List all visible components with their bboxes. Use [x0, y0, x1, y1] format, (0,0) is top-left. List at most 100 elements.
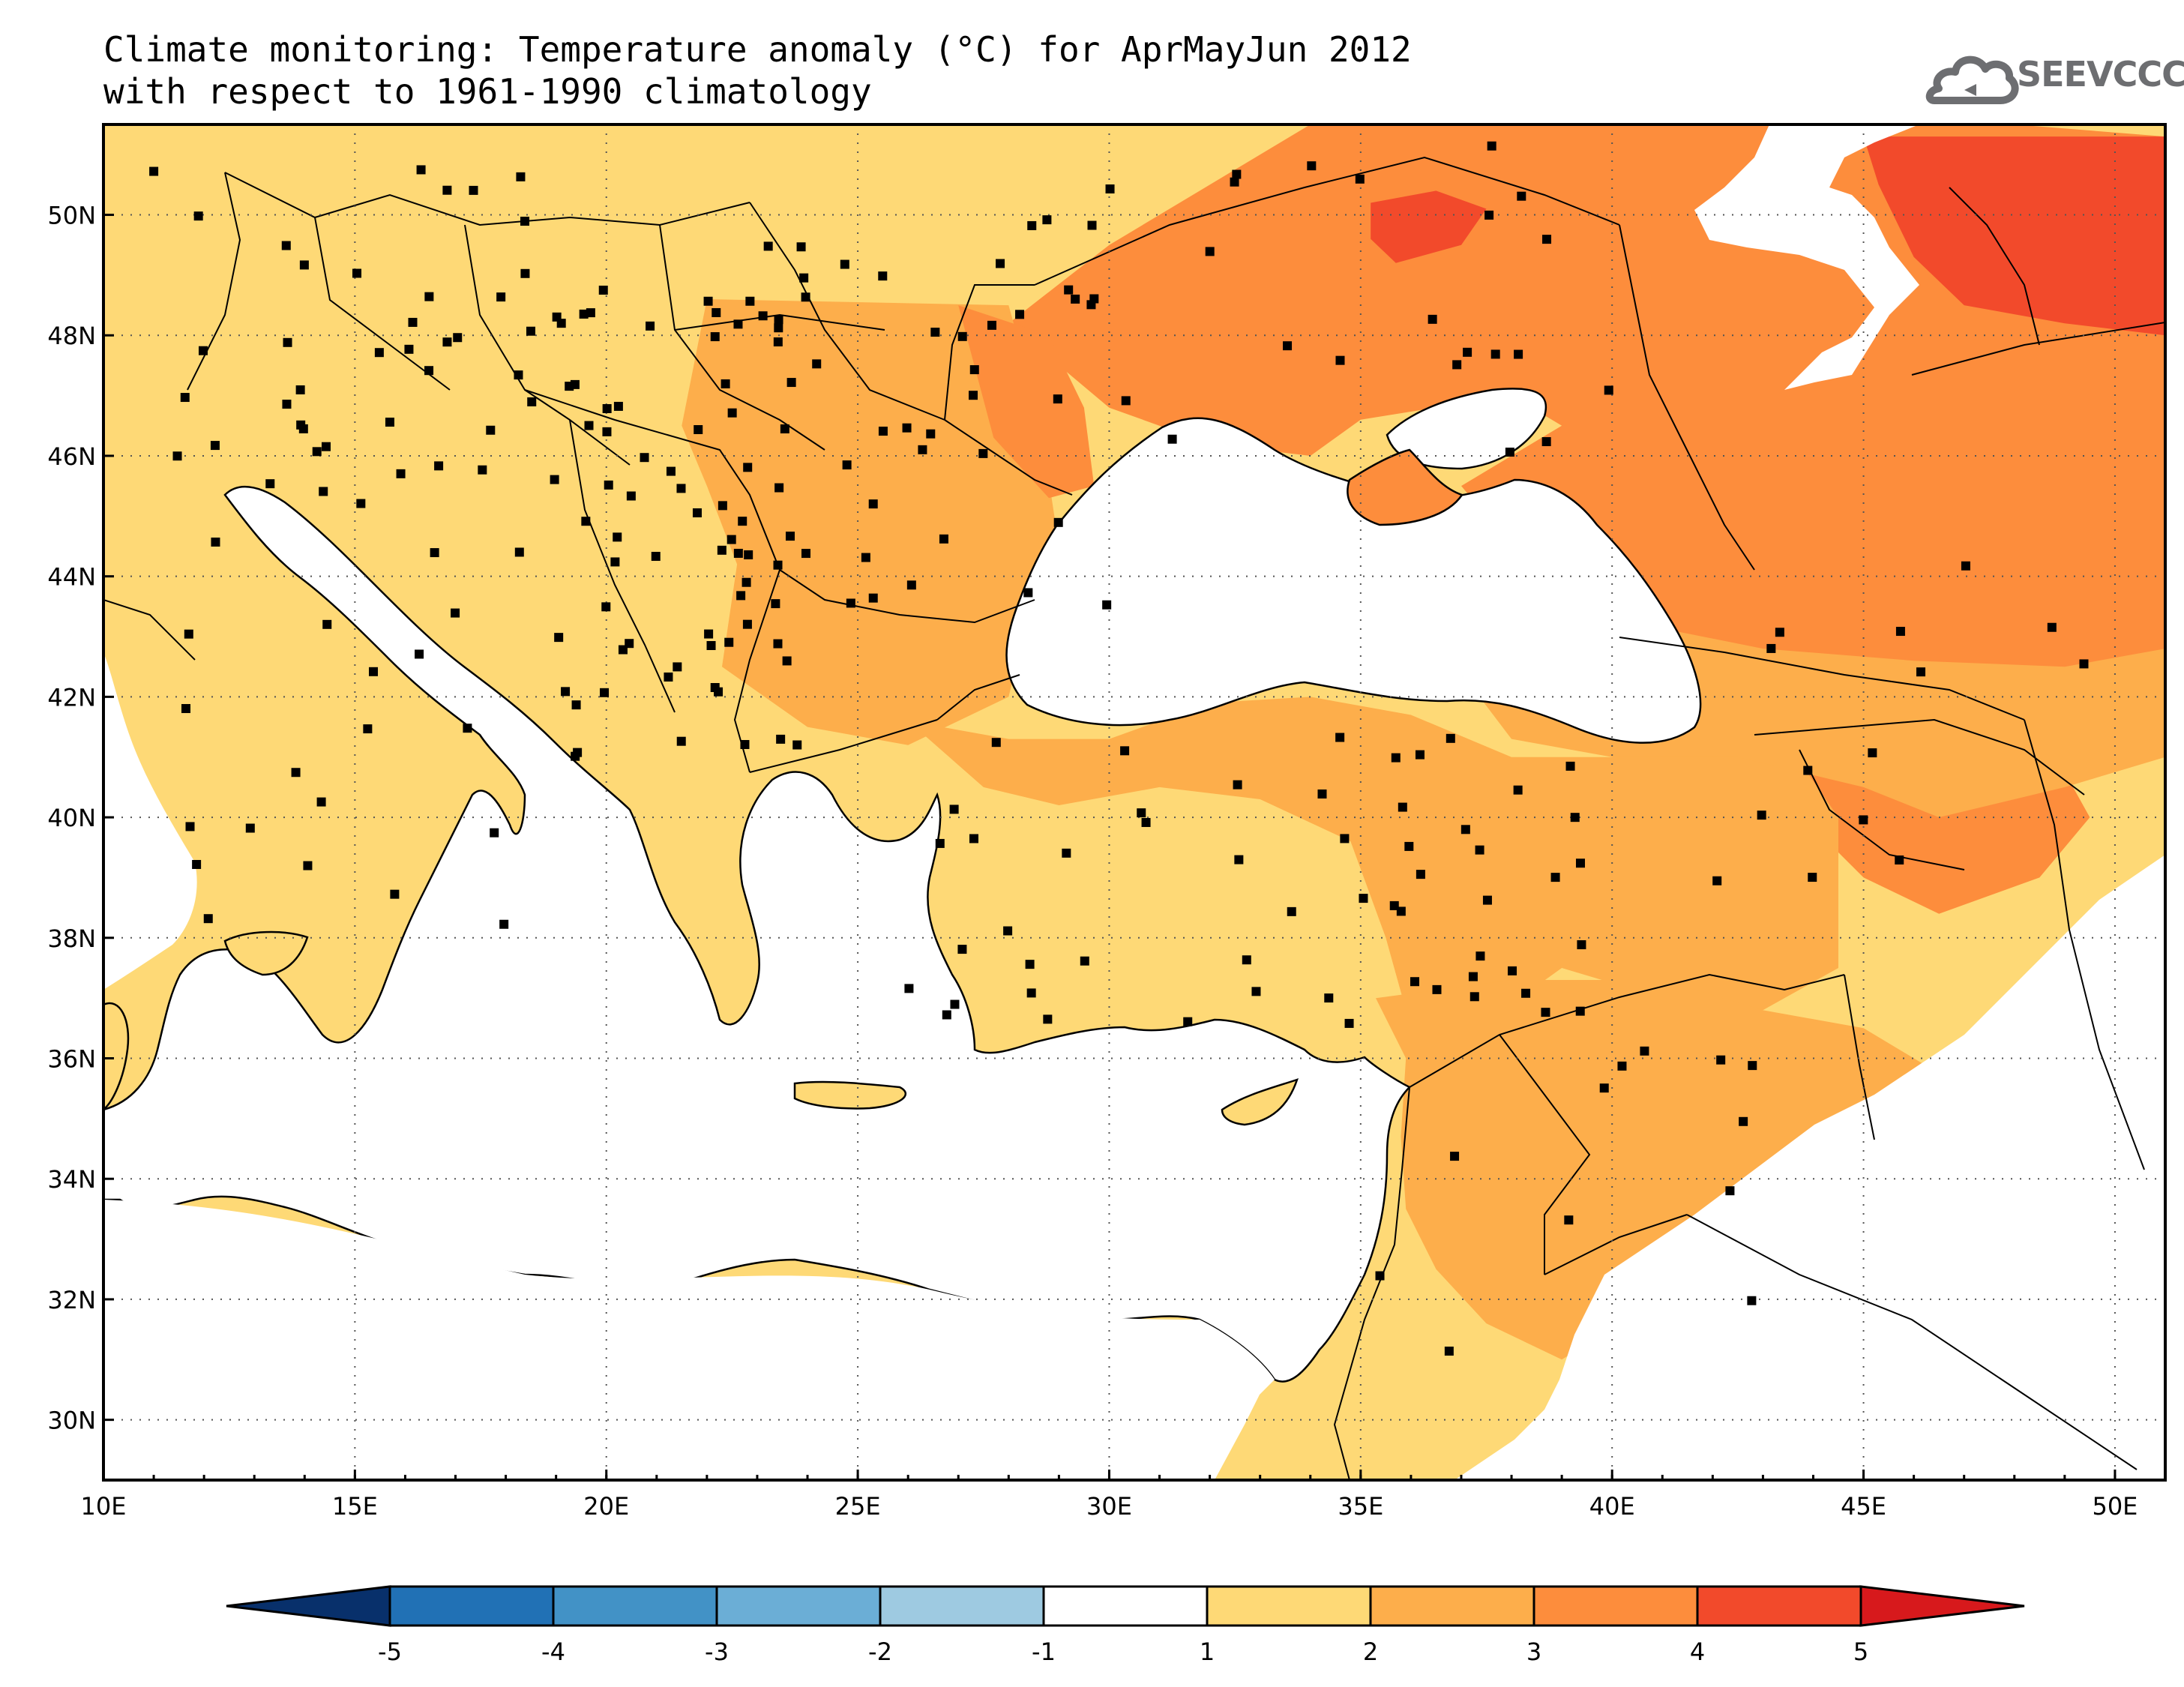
station-marker	[935, 838, 945, 848]
station-marker	[1508, 966, 1517, 975]
station-marker	[906, 580, 916, 590]
lat-label-4: 38N	[47, 924, 96, 953]
station-marker	[356, 499, 366, 508]
station-marker	[550, 475, 559, 484]
anomaly-region-8	[1376, 980, 1964, 1360]
logo-text: SEEVCCC	[2017, 54, 2184, 94]
station-marker	[743, 463, 753, 472]
colorbar-segment-1	[388, 1585, 555, 1627]
station-marker	[773, 337, 783, 347]
station-marker	[1416, 870, 1425, 879]
station-marker	[1242, 955, 1251, 965]
station-marker	[1775, 628, 1784, 637]
station-marker	[1307, 161, 1317, 171]
station-marker	[1025, 960, 1035, 969]
station-marker	[785, 532, 795, 541]
colorbar-label-6: 2	[1363, 1638, 1378, 1666]
station-marker	[1513, 785, 1523, 795]
station-marker	[774, 483, 784, 493]
station-marker	[1283, 341, 1293, 351]
title-line-2: with respect to 1961-1990 climatology	[103, 71, 872, 112]
station-marker	[570, 379, 580, 389]
seas	[103, 124, 2165, 1480]
station-marker	[496, 292, 506, 302]
colorbar-segment-2	[552, 1585, 718, 1627]
station-marker	[666, 466, 676, 476]
station-marker	[926, 429, 936, 439]
station-marker	[516, 172, 526, 181]
station-marker	[796, 242, 806, 252]
station-marker	[1120, 746, 1130, 756]
map-frame	[102, 123, 2167, 1482]
station-marker	[939, 534, 948, 544]
station-marker	[1042, 215, 1052, 225]
station-marker	[211, 537, 220, 547]
station-marker	[1490, 349, 1500, 359]
station-marker	[514, 370, 523, 380]
colorbar-segment-4	[879, 1585, 1045, 1627]
station-marker	[604, 480, 613, 490]
station-marker	[295, 385, 305, 394]
cloud-icon	[1925, 55, 2019, 104]
station-marker	[742, 619, 752, 629]
colorbar-segment-3	[715, 1585, 882, 1627]
station-marker	[486, 425, 496, 435]
station-marker	[1521, 988, 1531, 998]
station-marker	[203, 914, 213, 924]
title-line-1: Climate monitoring: Temperature anomaly …	[103, 29, 1412, 70]
lon-label-4: 30E	[1086, 1492, 1132, 1521]
station-marker	[520, 268, 530, 278]
station-marker	[1355, 174, 1365, 184]
station-marker	[352, 268, 362, 278]
lat-label-1: 32N	[47, 1286, 96, 1314]
station-marker	[780, 424, 789, 434]
station-marker	[991, 738, 1001, 748]
station-marker	[1080, 956, 1089, 966]
anomaly-region-5	[682, 299, 1059, 745]
station-marker	[1463, 347, 1472, 357]
station-marker	[2079, 659, 2089, 669]
station-marker	[1102, 600, 1112, 610]
lon-tick-labels: 10E 15E 20E 25E 30E 35E 40E 45E 50E	[81, 1492, 2138, 1521]
station-marker	[1565, 761, 1575, 771]
station-marker	[172, 451, 182, 461]
station-marker	[942, 1010, 951, 1020]
station-marker	[571, 700, 581, 710]
lat-label-5: 40N	[47, 804, 96, 832]
station-marker	[799, 273, 809, 283]
station-marker	[1916, 667, 1926, 677]
station-marker	[801, 549, 810, 559]
station-marker	[1183, 1017, 1193, 1026]
station-marker	[281, 241, 291, 250]
station-marker	[676, 736, 686, 746]
station-marker	[499, 919, 509, 929]
lat-label-8: 46N	[47, 442, 96, 471]
station-marker	[758, 311, 768, 321]
station-marker	[1287, 906, 1296, 916]
station-marker	[490, 828, 499, 838]
station-marker	[434, 461, 444, 471]
station-marker	[1234, 855, 1244, 864]
station-marker	[792, 740, 802, 750]
colorbar-segment-9	[1696, 1585, 1862, 1627]
station-marker	[1739, 1116, 1748, 1126]
station-marker	[514, 547, 524, 557]
anomaly-region-1	[1863, 136, 2165, 336]
station-marker	[198, 346, 208, 355]
station-marker	[727, 408, 737, 418]
station-marker	[842, 460, 852, 470]
station-marker	[763, 241, 773, 251]
station-marker	[978, 448, 988, 458]
station-marker	[526, 326, 535, 336]
station-marker	[878, 427, 888, 436]
station-marker	[1340, 834, 1350, 844]
station-marker	[404, 344, 414, 354]
station-marker	[1550, 873, 1560, 882]
station-marker	[1716, 1055, 1726, 1065]
colorbar-label-1: -4	[541, 1638, 565, 1666]
station-marker	[727, 535, 736, 544]
station-marker	[245, 823, 255, 833]
station-marker	[774, 323, 783, 333]
station-marker	[1617, 1061, 1627, 1071]
sicily	[223, 930, 309, 976]
